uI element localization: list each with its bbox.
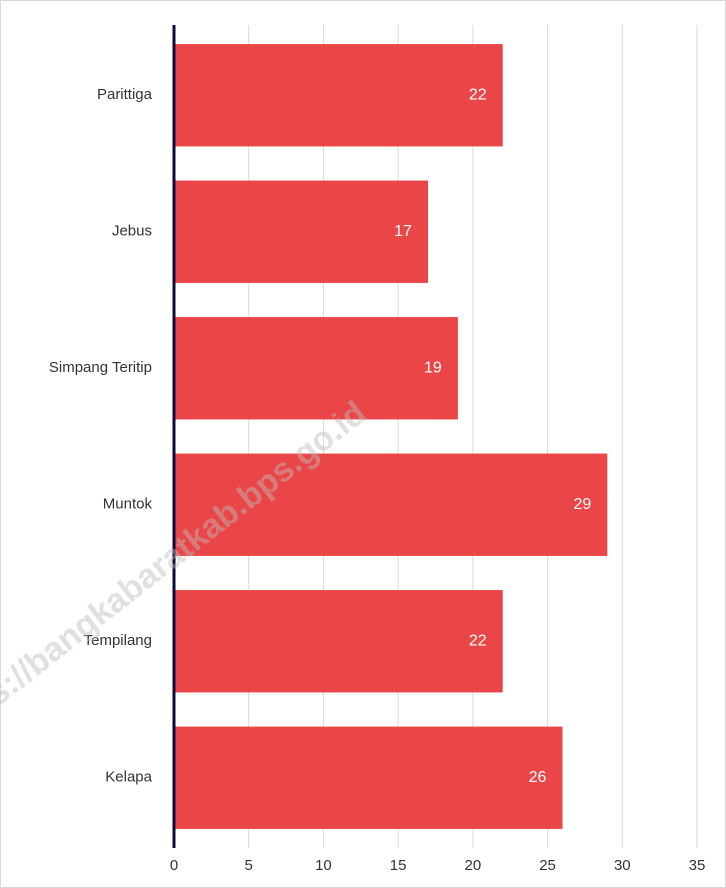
bar [174, 726, 563, 829]
value-label: 19 [424, 359, 442, 376]
y-tick-label: Tempilang [84, 632, 152, 649]
bar [174, 453, 608, 556]
bar [174, 590, 503, 693]
bar [174, 180, 429, 283]
bars: Parittiga 22 Jebus 17 Simpang Teritip 19 Munto… [49, 44, 608, 829]
x-tick-label: 0 [170, 857, 178, 874]
bar [174, 44, 503, 147]
y-tick-label: Parittiga [97, 86, 153, 103]
y-tick-label: Jebus [112, 223, 152, 240]
y-tick-label: Kelapa [105, 769, 152, 786]
y-tick-label: Muntok [103, 496, 153, 513]
value-label: 22 [469, 632, 487, 649]
value-label: 22 [469, 86, 487, 103]
x-tick-label: 35 [689, 857, 706, 874]
x-tick-label: 30 [614, 857, 631, 874]
x-tick-label: 25 [539, 857, 556, 874]
value-label: 29 [573, 496, 591, 513]
x-tick-label: 20 [465, 857, 482, 874]
x-tick-label: 10 [315, 857, 332, 874]
x-tick-label: 15 [390, 857, 407, 874]
x-tick-label: 5 [245, 857, 253, 874]
value-label: 26 [529, 769, 547, 786]
bar [174, 317, 458, 420]
value-label: 17 [394, 223, 412, 240]
y-tick-label: Simpang Teritip [49, 359, 152, 376]
